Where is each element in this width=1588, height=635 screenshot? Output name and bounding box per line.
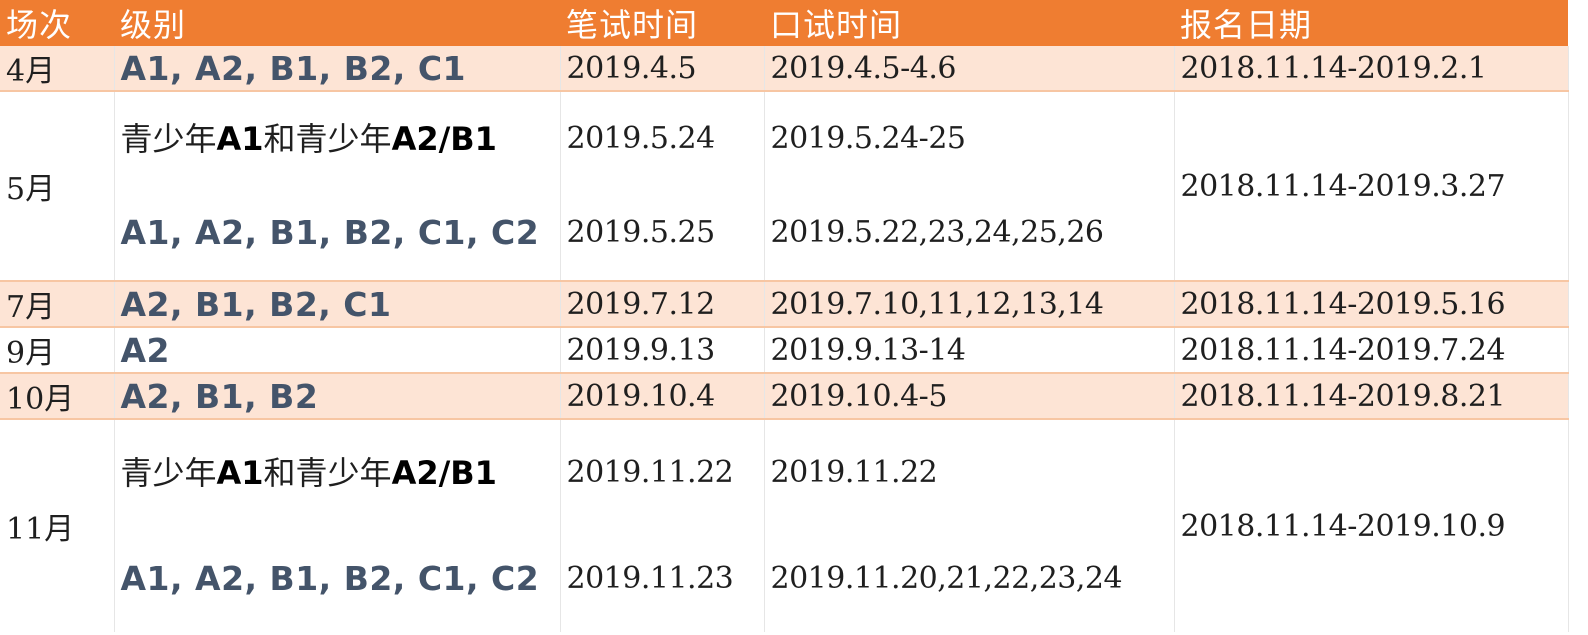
row-registration-date: 2018.11.14-2019.2.1 <box>1174 46 1569 91</box>
table-row: 9月 A2 2019.9.13 2019.9.13-14 2018.11.14-… <box>0 327 1569 373</box>
row-month: 5月 <box>0 91 115 281</box>
row-oral-date: 2019.5.24-25 2019.5.22,23,24,25,26 <box>764 91 1175 281</box>
oral-date-teen: 2019.11.22 <box>770 455 938 490</box>
row-registration-date: 2018.11.14-2019.8.21 <box>1174 373 1569 419</box>
row-levels: A2, B1, B2, C1 <box>114 281 561 327</box>
row-month: 11月 <box>0 419 115 632</box>
oral-date-standard: 2019.5.22,23,24,25,26 <box>770 215 1105 250</box>
row-levels: A2 <box>114 327 561 373</box>
row-levels: 青少年A1和青少年A2/B1 A1, A2, B1, B2, C1, C2 <box>114 91 561 281</box>
table-row: 11月 青少年A1和青少年A2/B1 A1, A2, B1, B2, C1, C… <box>0 419 1569 632</box>
row-registration-date: 2018.11.14-2019.3.27 <box>1174 91 1569 281</box>
row-levels: A2, B1, B2 <box>114 373 561 419</box>
row-registration-date: 2018.11.14-2019.7.24 <box>1174 327 1569 373</box>
standard-levels: A1, A2, B1, B2, C1, C2 <box>120 559 540 598</box>
row-written-date: 2019.7.12 <box>560 281 765 327</box>
row-oral-date: 2019.11.22 2019.11.20,21,22,23,24 <box>764 419 1175 632</box>
row-month: 10月 <box>0 373 115 419</box>
oral-date-standard: 2019.11.20,21,22,23,24 <box>770 561 1123 596</box>
row-written-date: 2019.10.4 <box>560 373 765 419</box>
row-month: 4月 <box>0 46 115 91</box>
oral-date-teen: 2019.5.24-25 <box>770 121 967 156</box>
row-registration-date: 2018.11.14-2019.5.16 <box>1174 281 1569 327</box>
row-oral-date: 2019.10.4-5 <box>764 373 1175 419</box>
row-oral-date: 2019.4.5-4.6 <box>764 46 1175 91</box>
header-registration-date: 报名日期 <box>1174 0 1568 46</box>
row-registration-date: 2018.11.14-2019.10.9 <box>1174 419 1569 632</box>
row-written-date: 2019.9.13 <box>560 327 765 373</box>
standard-levels: A1, A2, B1, B2, C1, C2 <box>120 213 540 252</box>
header-written-date: 笔试时间 <box>560 0 764 46</box>
teen-levels: 青少年A1和青少年A2/B1 <box>120 120 497 158</box>
row-levels: A1, A2, B1, B2, C1 <box>114 46 561 91</box>
row-oral-date: 2019.9.13-14 <box>764 327 1175 373</box>
written-date-standard: 2019.5.25 <box>566 215 716 250</box>
written-date-standard: 2019.11.23 <box>566 561 734 596</box>
row-written-date: 2019.5.24 2019.5.25 <box>560 91 765 281</box>
table-row: 5月 青少年A1和青少年A2/B1 A1, A2, B1, B2, C1, C2… <box>0 91 1569 281</box>
row-month: 9月 <box>0 327 115 373</box>
written-date-teen: 2019.5.24 <box>566 121 716 156</box>
row-levels: 青少年A1和青少年A2/B1 A1, A2, B1, B2, C1, C2 <box>114 419 561 632</box>
row-written-date: 2019.11.22 2019.11.23 <box>560 419 765 632</box>
table-row: 4月 A1, A2, B1, B2, C1 2019.4.5 2019.4.5-… <box>0 46 1569 91</box>
header-scene: 场次 <box>0 0 114 46</box>
header-row: 场次 级别 笔试时间 口试时间 报名日期 <box>0 0 1568 46</box>
row-month: 7月 <box>0 281 115 327</box>
row-oral-date: 2019.7.10,11,12,13,14 <box>764 281 1175 327</box>
row-written-date: 2019.4.5 <box>560 46 765 91</box>
header-level: 级别 <box>114 0 560 46</box>
table-row: 10月 A2, B1, B2 2019.10.4 2019.10.4-5 201… <box>0 373 1569 419</box>
table-row: 7月 A2, B1, B2, C1 2019.7.12 2019.7.10,11… <box>0 281 1569 327</box>
written-date-teen: 2019.11.22 <box>566 455 734 490</box>
header-oral-date: 口试时间 <box>764 0 1174 46</box>
teen-levels: 青少年A1和青少年A2/B1 <box>120 454 497 492</box>
